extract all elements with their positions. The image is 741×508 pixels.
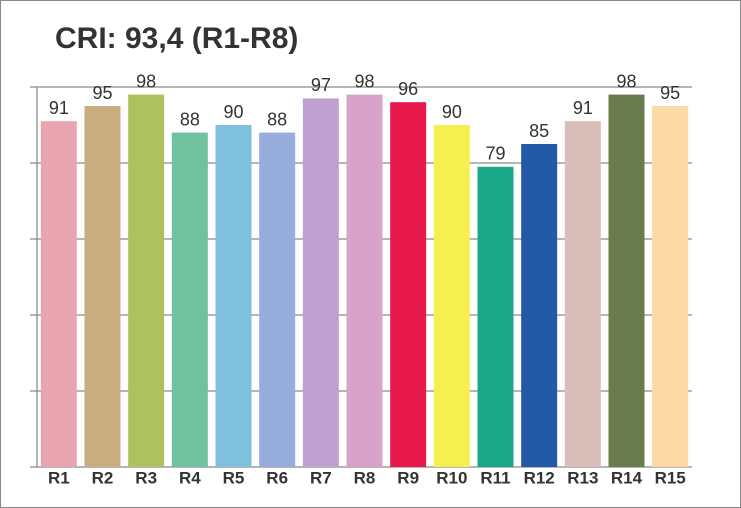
value-label: 98 <box>354 71 374 91</box>
value-label: 88 <box>267 109 287 129</box>
bar <box>652 106 689 467</box>
bar <box>346 94 383 467</box>
value-label: 90 <box>223 102 243 122</box>
x-tick-label: R3 <box>135 468 157 487</box>
value-label: 96 <box>398 79 418 99</box>
x-tick-label: R8 <box>354 468 376 487</box>
value-label: 85 <box>529 121 549 141</box>
bar <box>259 132 296 467</box>
bar <box>564 121 601 467</box>
value-label: 90 <box>442 102 462 122</box>
x-tick-label: R2 <box>92 468 114 487</box>
bar <box>390 102 427 467</box>
chart-title: CRI: 93,4 (R1-R8) <box>55 22 298 55</box>
x-tick-label: R9 <box>397 468 419 487</box>
x-tick-label: R14 <box>611 468 643 487</box>
bar <box>215 125 252 467</box>
bar <box>40 121 77 467</box>
value-label: 91 <box>573 98 593 118</box>
x-tick-label: R4 <box>179 468 201 487</box>
bar <box>608 94 645 467</box>
bar <box>433 125 470 467</box>
value-label: 98 <box>616 71 636 91</box>
x-tick-label: R6 <box>266 468 288 487</box>
x-tick-label: R10 <box>436 468 467 487</box>
x-tick-label: R11 <box>480 468 510 487</box>
x-tick-label: R13 <box>567 468 598 487</box>
bar <box>477 166 514 468</box>
bar <box>302 98 339 468</box>
x-tick-label: R12 <box>524 468 555 487</box>
value-label: 98 <box>136 71 156 91</box>
bar <box>128 94 165 467</box>
bar <box>171 132 208 467</box>
bar <box>521 144 558 467</box>
value-label: 79 <box>485 144 505 164</box>
value-label: 91 <box>49 98 69 118</box>
bar <box>84 106 121 467</box>
value-label: 95 <box>660 83 680 103</box>
value-label: 95 <box>92 83 112 103</box>
x-tick-label: R1 <box>48 468 70 487</box>
x-tick-label: R7 <box>310 468 332 487</box>
value-label: 88 <box>180 109 200 129</box>
x-tick-label: R5 <box>223 468 245 487</box>
x-tick-label: R15 <box>655 468 686 487</box>
value-label: 97 <box>311 75 331 95</box>
